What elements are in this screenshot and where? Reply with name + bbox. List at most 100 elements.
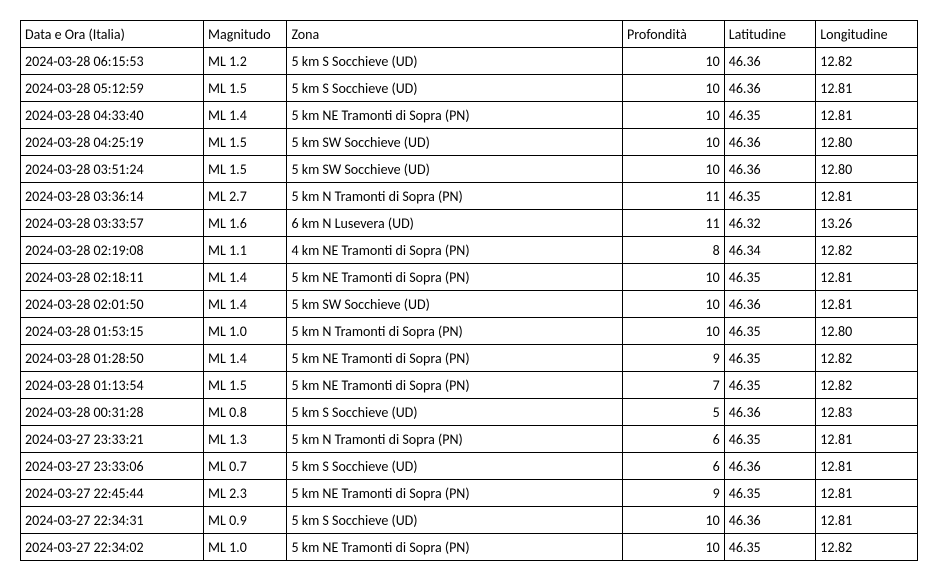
table-cell: 11 [623, 210, 725, 237]
table-cell: ML 2.3 [204, 480, 287, 507]
table-cell: 2024-03-28 02:18:11 [21, 264, 204, 291]
table-cell: 46.32 [724, 210, 816, 237]
table-cell: 4 km NE Tramonti di Sopra (PN) [287, 237, 623, 264]
col-header-depth: Profondità [623, 21, 725, 48]
table-row: 2024-03-28 06:15:53ML 1.25 km S Socchiev… [21, 48, 918, 75]
table-cell: 12.82 [816, 48, 918, 75]
table-cell: ML 1.4 [204, 345, 287, 372]
table-cell: 10 [623, 156, 725, 183]
table-cell: 46.35 [724, 183, 816, 210]
table-row: 2024-03-27 22:34:02ML 1.05 km NE Tramont… [21, 534, 918, 561]
table-row: 2024-03-27 23:33:06ML 0.75 km S Socchiev… [21, 453, 918, 480]
table-cell: 12.81 [816, 102, 918, 129]
table-cell: ML 1.0 [204, 318, 287, 345]
table-cell: 10 [623, 129, 725, 156]
table-cell: ML 1.4 [204, 291, 287, 318]
table-cell: 12.81 [816, 507, 918, 534]
table-cell: 12.81 [816, 453, 918, 480]
table-row: 2024-03-28 03:36:14ML 2.75 km N Tramonti… [21, 183, 918, 210]
table-cell: 12.81 [816, 480, 918, 507]
table-cell: 6 [623, 453, 725, 480]
table-cell: 46.35 [724, 264, 816, 291]
table-row: 2024-03-28 04:25:19ML 1.55 km SW Socchie… [21, 129, 918, 156]
table-cell: 5 km S Socchieve (UD) [287, 75, 623, 102]
table-row: 2024-03-28 02:01:50ML 1.45 km SW Socchie… [21, 291, 918, 318]
table-cell: 2024-03-28 05:12:59 [21, 75, 204, 102]
table-cell: 46.36 [724, 75, 816, 102]
table-cell: ML 1.4 [204, 102, 287, 129]
table-cell: 46.35 [724, 102, 816, 129]
table-cell: 2024-03-28 03:33:57 [21, 210, 204, 237]
table-cell: 5 km NE Tramonti di Sopra (PN) [287, 102, 623, 129]
table-cell: 2024-03-27 23:33:06 [21, 453, 204, 480]
table-row: 2024-03-28 02:18:11ML 1.45 km NE Tramont… [21, 264, 918, 291]
table-cell: 2024-03-28 01:53:15 [21, 318, 204, 345]
table-cell: 12.80 [816, 129, 918, 156]
earthquake-table: Data e Ora (Italia) Magnitudo Zona Profo… [20, 20, 918, 561]
table-cell: 12.82 [816, 237, 918, 264]
table-cell: 5 [623, 399, 725, 426]
table-row: 2024-03-28 01:28:50ML 1.45 km NE Tramont… [21, 345, 918, 372]
table-row: 2024-03-27 22:34:31ML 0.95 km S Socchiev… [21, 507, 918, 534]
table-cell: 2024-03-28 02:19:08 [21, 237, 204, 264]
col-header-longitude: Longitudine [816, 21, 918, 48]
table-cell: 2024-03-28 02:01:50 [21, 291, 204, 318]
table-cell: 5 km NE Tramonti di Sopra (PN) [287, 264, 623, 291]
table-cell: ML 1.0 [204, 534, 287, 561]
table-cell: 2024-03-28 03:36:14 [21, 183, 204, 210]
table-cell: 5 km NE Tramonti di Sopra (PN) [287, 534, 623, 561]
table-cell: 10 [623, 48, 725, 75]
table-body: 2024-03-28 06:15:53ML 1.25 km S Socchiev… [21, 48, 918, 561]
table-cell: 10 [623, 75, 725, 102]
table-cell: 12.82 [816, 345, 918, 372]
table-cell: 5 km S Socchieve (UD) [287, 399, 623, 426]
table-cell: 46.36 [724, 48, 816, 75]
table-cell: 5 km N Tramonti di Sopra (PN) [287, 426, 623, 453]
table-cell: 2024-03-27 22:45:44 [21, 480, 204, 507]
table-cell: 10 [623, 102, 725, 129]
table-cell: 12.81 [816, 291, 918, 318]
table-cell: 46.36 [724, 129, 816, 156]
table-row: 2024-03-27 23:33:21ML 1.35 km N Tramonti… [21, 426, 918, 453]
table-row: 2024-03-28 03:33:57ML 1.66 km N Lusevera… [21, 210, 918, 237]
table-cell: 5 km NE Tramonti di Sopra (PN) [287, 372, 623, 399]
col-header-latitude: Latitudine [724, 21, 816, 48]
table-cell: 46.36 [724, 156, 816, 183]
table-cell: 2024-03-28 01:28:50 [21, 345, 204, 372]
table-cell: 6 [623, 426, 725, 453]
table-cell: ML 1.5 [204, 156, 287, 183]
table-cell: 5 km NE Tramonti di Sopra (PN) [287, 345, 623, 372]
table-cell: 2024-03-28 06:15:53 [21, 48, 204, 75]
table-cell: ML 1.6 [204, 210, 287, 237]
table-cell: 13.26 [816, 210, 918, 237]
table-cell: 5 km NE Tramonti di Sopra (PN) [287, 480, 623, 507]
table-cell: 46.36 [724, 453, 816, 480]
col-header-datetime: Data e Ora (Italia) [21, 21, 204, 48]
table-cell: ML 1.5 [204, 372, 287, 399]
table-cell: ML 1.5 [204, 129, 287, 156]
table-cell: 2024-03-27 23:33:21 [21, 426, 204, 453]
table-cell: 2024-03-28 00:31:28 [21, 399, 204, 426]
table-cell: 5 km N Tramonti di Sopra (PN) [287, 183, 623, 210]
table-cell: 46.34 [724, 237, 816, 264]
table-cell: ML 2.7 [204, 183, 287, 210]
table-cell: 2024-03-28 04:25:19 [21, 129, 204, 156]
table-cell: 46.35 [724, 318, 816, 345]
table-cell: 2024-03-27 22:34:02 [21, 534, 204, 561]
table-cell: ML 1.1 [204, 237, 287, 264]
table-cell: 46.35 [724, 345, 816, 372]
table-cell: 5 km SW Socchieve (UD) [287, 129, 623, 156]
col-header-magnitude: Magnitudo [204, 21, 287, 48]
table-cell: 12.81 [816, 426, 918, 453]
table-cell: 5 km N Tramonti di Sopra (PN) [287, 318, 623, 345]
table-cell: ML 1.4 [204, 264, 287, 291]
table-cell: 12.80 [816, 156, 918, 183]
table-cell: 46.35 [724, 372, 816, 399]
table-row: 2024-03-28 04:33:40ML 1.45 km NE Tramont… [21, 102, 918, 129]
table-cell: 9 [623, 480, 725, 507]
table-cell: 7 [623, 372, 725, 399]
table-cell: 10 [623, 534, 725, 561]
table-cell: 5 km SW Socchieve (UD) [287, 156, 623, 183]
table-cell: 12.80 [816, 318, 918, 345]
table-row: 2024-03-28 03:51:24ML 1.55 km SW Socchie… [21, 156, 918, 183]
